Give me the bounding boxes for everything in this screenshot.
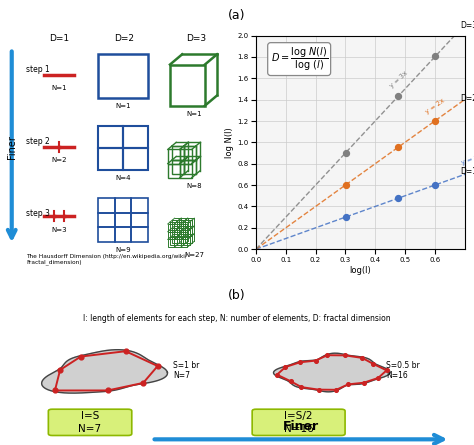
FancyBboxPatch shape: [252, 409, 345, 436]
Text: The Hausdorff Dimension (http://en.wikipedia.org/wiki/
Fractal_dimension): The Hausdorff Dimension (http://en.wikip…: [26, 254, 187, 265]
Point: [374, 374, 382, 381]
Text: N=1: N=1: [115, 103, 131, 109]
Point: [394, 195, 402, 202]
Text: N=9: N=9: [115, 247, 131, 253]
Point: [342, 214, 349, 221]
Text: y = 2x: y = 2x: [424, 97, 445, 115]
Text: D=3: D=3: [460, 21, 474, 30]
Point: [431, 182, 439, 189]
Text: $D=\dfrac{\log\,N(l)}{\log\,(l)}$: $D=\dfrac{\log\,N(l)}{\log\,(l)}$: [271, 45, 328, 73]
Text: step 3: step 3: [26, 209, 50, 218]
X-axis label: log(l): log(l): [349, 266, 371, 275]
Y-axis label: log N(l): log N(l): [225, 127, 234, 158]
Text: step 1: step 1: [26, 65, 50, 74]
Text: Finer: Finer: [7, 135, 17, 159]
Text: N=8: N=8: [186, 183, 202, 189]
Text: N=2: N=2: [51, 157, 66, 163]
Text: D=3: D=3: [186, 34, 206, 44]
Point: [342, 182, 349, 189]
Point: [287, 378, 294, 385]
Text: D=2: D=2: [460, 94, 474, 103]
Point: [296, 359, 304, 366]
Text: Finer: Finer: [283, 420, 319, 433]
Text: D=1: D=1: [49, 34, 69, 44]
Text: S=1 br
N=7: S=1 br N=7: [173, 360, 200, 380]
Point: [369, 360, 377, 368]
Point: [154, 363, 162, 370]
Point: [341, 352, 349, 359]
Text: N=3: N=3: [51, 227, 66, 233]
Point: [77, 353, 84, 360]
Point: [139, 379, 147, 386]
Point: [273, 371, 281, 378]
Point: [56, 366, 64, 373]
Text: y = x: y = x: [461, 154, 474, 166]
Text: y = 3x: y = 3x: [389, 70, 409, 89]
Text: (a): (a): [228, 9, 246, 22]
Point: [431, 117, 439, 124]
Point: [360, 379, 367, 386]
Point: [324, 352, 331, 359]
Point: [383, 367, 391, 374]
Point: [122, 348, 129, 355]
Text: N=4: N=4: [115, 175, 131, 181]
Text: S=0.5 br
N=16: S=0.5 br N=16: [386, 360, 420, 380]
Point: [312, 357, 319, 364]
Text: l=S
N=7: l=S N=7: [79, 411, 101, 434]
FancyBboxPatch shape: [48, 409, 132, 436]
Text: N=1: N=1: [186, 111, 202, 117]
Point: [342, 149, 349, 156]
Point: [394, 144, 402, 151]
Polygon shape: [42, 350, 167, 393]
Text: l: length of elements for each step, N: number of elements, D: fractal dimension: l: length of elements for each step, N: …: [83, 314, 391, 323]
Point: [332, 386, 340, 393]
Point: [358, 354, 366, 361]
Text: (b): (b): [228, 289, 246, 303]
Point: [51, 387, 59, 394]
Text: l=S/2
N=16: l=S/2 N=16: [284, 411, 313, 434]
Point: [298, 384, 305, 391]
Text: N=27: N=27: [184, 252, 204, 259]
Text: step 2: step 2: [26, 137, 50, 146]
Point: [104, 387, 111, 394]
Point: [431, 53, 439, 60]
Point: [282, 364, 289, 371]
Text: D=1: D=1: [460, 167, 474, 176]
Text: D=2: D=2: [114, 34, 134, 44]
Text: N=1: N=1: [51, 85, 66, 91]
Point: [344, 381, 352, 388]
Point: [315, 386, 322, 393]
Polygon shape: [273, 353, 390, 392]
Point: [394, 93, 402, 100]
